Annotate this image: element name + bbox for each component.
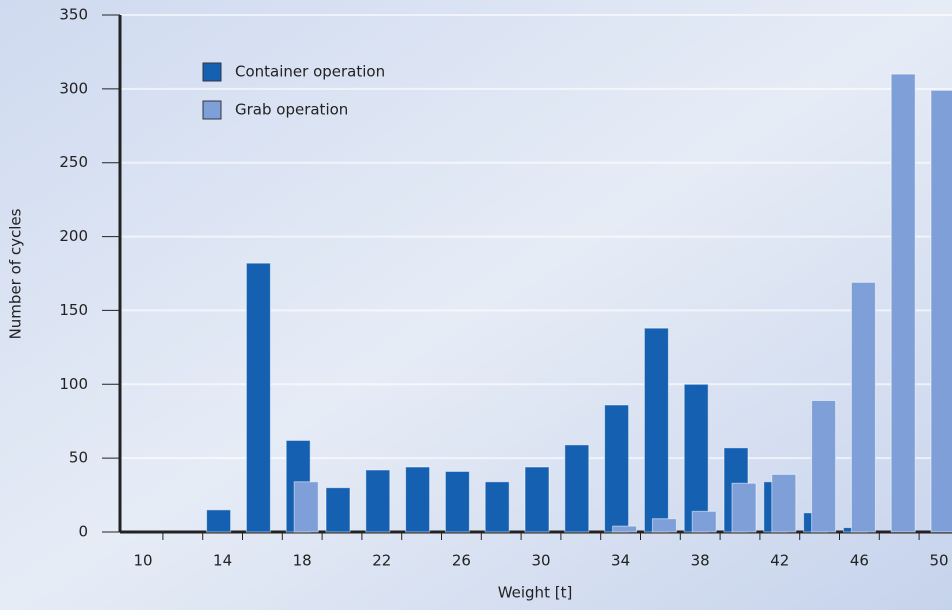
bar (652, 519, 676, 532)
x-tick-label: 42 (770, 552, 789, 570)
x-tick-label: 26 (452, 552, 471, 570)
y-axis-label: Number of cycles (7, 208, 25, 339)
bar (294, 482, 318, 532)
bar (246, 263, 270, 532)
x-tick-label: 22 (372, 552, 391, 570)
bar (613, 526, 637, 532)
x-axis-label: Weight [t] (498, 584, 573, 602)
bar (326, 488, 350, 532)
y-tick-label: 0 (78, 523, 88, 541)
bar (565, 445, 589, 532)
x-tick-label: 10 (133, 552, 152, 570)
bar (605, 405, 629, 532)
y-tick-label: 350 (59, 6, 88, 24)
bar (366, 470, 390, 532)
x-tick-label: 46 (850, 552, 869, 570)
x-tick-label: 18 (293, 552, 312, 570)
bar (207, 510, 231, 532)
bar (891, 74, 915, 532)
bar (445, 471, 469, 532)
legend-swatch (203, 101, 221, 119)
x-tick-label: 30 (531, 552, 550, 570)
bar (931, 90, 952, 532)
y-tick-label: 250 (59, 153, 88, 171)
x-tick-label: 50 (929, 552, 948, 570)
x-tick-label: 38 (691, 552, 710, 570)
bar (644, 328, 668, 532)
bar (406, 467, 430, 532)
bar (732, 483, 756, 532)
y-tick-label: 100 (59, 375, 88, 393)
y-tick-label: 50 (69, 449, 88, 467)
chart: Weight [t] Number of cycles 0 50 100 150 200… (0, 0, 952, 610)
bar (684, 384, 708, 532)
y-tick-label: 200 (59, 227, 88, 245)
bar (812, 401, 836, 532)
x-tick-label: 14 (213, 552, 232, 570)
bar (772, 474, 796, 532)
legend-swatch (203, 63, 221, 81)
legend-label: Container operation (235, 63, 385, 81)
legend-label: Grab operation (235, 101, 348, 119)
y-tick-label: 300 (59, 79, 88, 97)
bar (692, 511, 716, 532)
x-tick-label: 34 (611, 552, 630, 570)
bar (525, 467, 549, 532)
bar (485, 482, 509, 532)
bar (851, 282, 875, 532)
y-tick-label: 150 (59, 301, 88, 319)
